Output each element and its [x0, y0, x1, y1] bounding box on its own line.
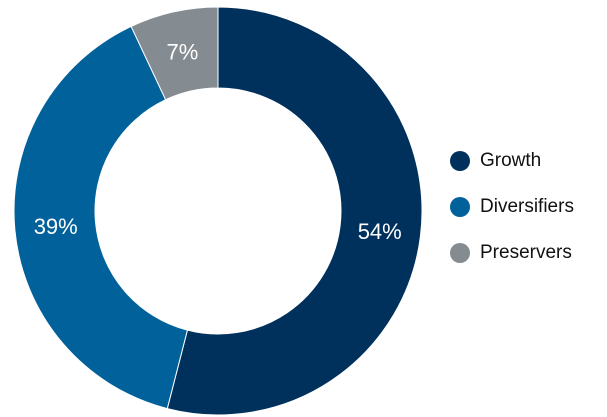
legend-label-diversifiers: Diversifiers [480, 196, 574, 217]
legend-item-diversifiers: Diversifiers [448, 184, 607, 230]
slice-diversifiers [13, 25, 189, 410]
slice-label-growth: 54% [358, 219, 402, 244]
legend-marker-growth [450, 151, 470, 171]
legend-marker-preservers [450, 243, 470, 263]
legend-label-preservers: Preservers [480, 242, 572, 263]
legend-item-growth: Growth [448, 138, 607, 184]
legend-item-preservers: Preservers [448, 230, 607, 276]
slice-preservers [130, 6, 219, 101]
slice-labels: 54% 39% 7% [34, 39, 402, 244]
donut-slices [13, 6, 423, 416]
legend: Growth Diversifiers Preservers [448, 138, 607, 276]
slice-label-preservers: 7% [167, 39, 199, 64]
slice-growth [166, 6, 423, 416]
legend-marker-diversifiers [450, 197, 470, 217]
legend-label-growth: Growth [480, 150, 542, 171]
slice-label-diversifiers: 39% [34, 214, 78, 239]
